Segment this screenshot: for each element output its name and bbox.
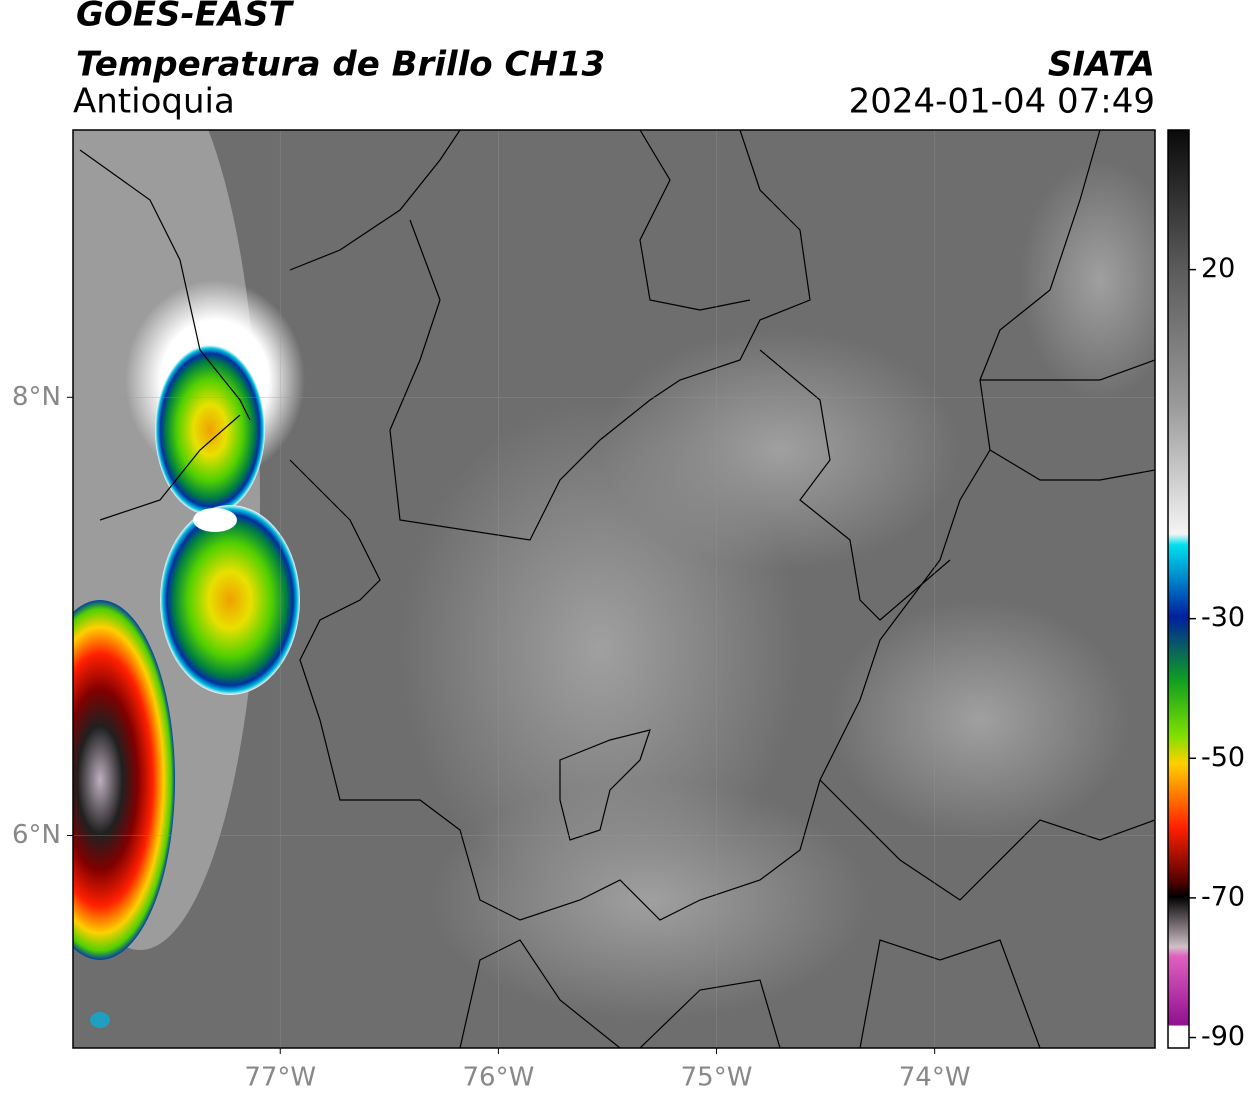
colorbar-tick-label: 20 bbox=[1201, 253, 1235, 284]
x-tick-label: 75°W bbox=[681, 1063, 753, 1093]
map-frame bbox=[72, 129, 1156, 1049]
subtitle: Temperatura de Brillo CH13 bbox=[76, 45, 605, 85]
y-tick-label: 8°N bbox=[12, 382, 61, 412]
map-image bbox=[73, 130, 1155, 1048]
x-tick-label: 76°W bbox=[462, 1063, 534, 1093]
title: GOES-EAST bbox=[76, 0, 295, 35]
colorbar-tick-label: -50 bbox=[1201, 742, 1245, 773]
y-tick-label: 6°N bbox=[12, 820, 61, 850]
colorbar-tick-label: -70 bbox=[1201, 881, 1245, 912]
colorbar-tick-label: -90 bbox=[1201, 1021, 1245, 1052]
x-tick-label: 74°W bbox=[899, 1063, 971, 1093]
colorbar bbox=[1167, 129, 1190, 1049]
grid bbox=[73, 130, 1155, 1048]
datetime: 2024-01-04 07:49 bbox=[849, 82, 1155, 122]
region: Antioquia bbox=[73, 82, 235, 122]
x-tick-label: 77°W bbox=[244, 1063, 316, 1093]
colorbar-tick-label: -30 bbox=[1201, 602, 1245, 633]
source: SIATA bbox=[1048, 45, 1155, 85]
